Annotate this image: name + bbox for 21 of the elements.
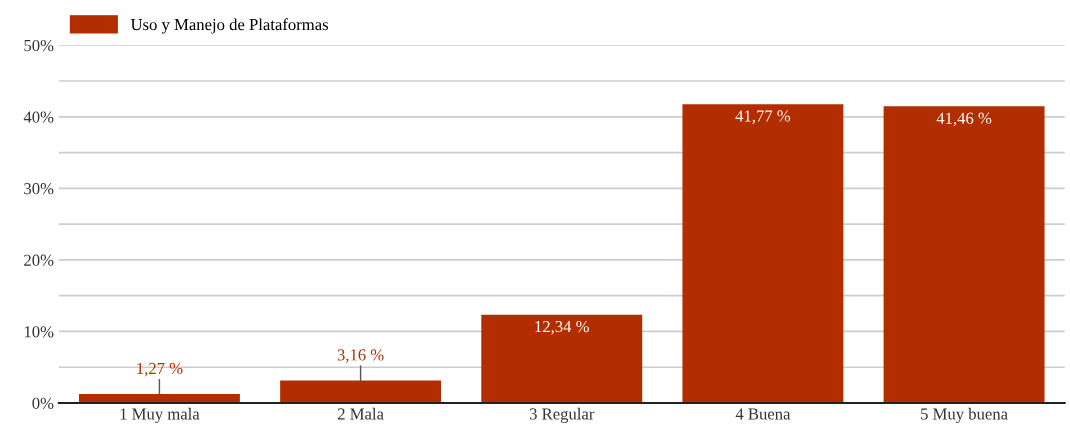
x-tick-label: 4 Buena bbox=[735, 408, 791, 420]
bar bbox=[883, 106, 1045, 403]
x-tick-label: 3 Regular bbox=[529, 407, 595, 424]
y-tick-label: 30% bbox=[24, 183, 54, 195]
y-tick-label: 40% bbox=[23, 111, 54, 123]
bar bbox=[280, 380, 442, 403]
data-label: 41,77 % bbox=[735, 110, 791, 124]
data-label: 1,27 % bbox=[137, 362, 183, 377]
data-label: 12,34 % bbox=[535, 320, 589, 335]
y-tick-label: 20% bbox=[24, 254, 54, 266]
x-tick-label: 5 Muy buena bbox=[921, 407, 1008, 424]
bar bbox=[481, 314, 643, 403]
legend-label: Uso y Manejo de Plataformas bbox=[130, 18, 329, 34]
y-tick-label: 10% bbox=[24, 326, 54, 338]
y-tick-label: 0% bbox=[32, 397, 54, 409]
x-tick-label: 1 Muy mala bbox=[120, 407, 200, 424]
data-label: 3,16 % bbox=[337, 349, 384, 363]
bar bbox=[682, 104, 844, 403]
x-tick-label: 2 Mala bbox=[337, 407, 384, 420]
y-tick-label: 50% bbox=[24, 39, 54, 52]
data-label: 41,46 % bbox=[936, 112, 992, 127]
